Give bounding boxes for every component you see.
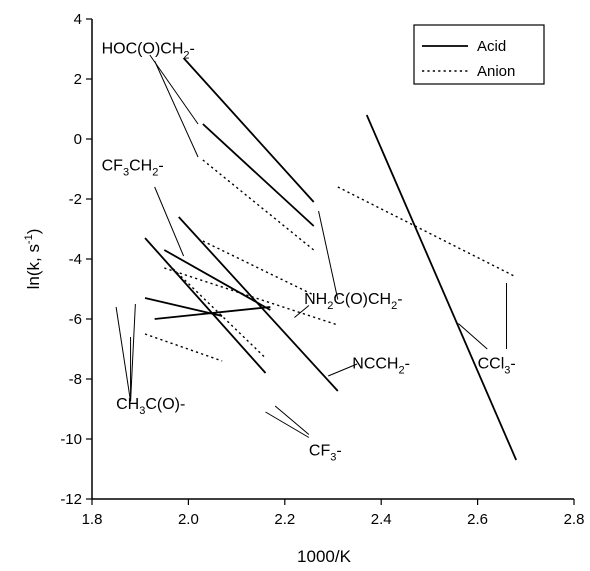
- annotation-text-part: -: [405, 356, 410, 373]
- hoc-label: HOC(O)CH2-: [102, 41, 195, 62]
- y-axis-title-end: ): [24, 229, 43, 235]
- annotation-text-part: -: [510, 356, 515, 373]
- y-tick-label: -10: [60, 431, 82, 448]
- anion-series-line: [145, 334, 222, 361]
- x-tick-label: 2.2: [274, 511, 295, 528]
- annotation-text-part: CF: [309, 443, 331, 460]
- acid-series-line: [184, 58, 314, 202]
- anion-series-line: [203, 160, 314, 250]
- leader-lines-group: [116, 55, 506, 438]
- acid-series-line: [145, 238, 265, 373]
- x-axis-title: 1000/K: [297, 547, 352, 566]
- y-tick-label: 2: [74, 71, 82, 88]
- annotations-group: HOC(O)CH2-CF3CH2-NH2C(O)CH2-NCCH2-CCl3-C…: [102, 41, 516, 464]
- annotation-leader-line: [116, 307, 130, 402]
- anion-series-line: [338, 187, 516, 277]
- acid-series-line: [367, 115, 516, 460]
- legend-label-anion: Anion: [477, 63, 515, 80]
- acid-series-line: [145, 298, 222, 316]
- y-tick-label: 0: [74, 131, 82, 148]
- x-tick-label: 2.0: [178, 511, 199, 528]
- legend-label-acid: Acid: [477, 38, 506, 55]
- annotation-leader-line: [131, 304, 136, 402]
- anion-series-line: [203, 241, 314, 295]
- x-tick-label: 1.8: [82, 511, 103, 528]
- annotation-leader-line: [155, 187, 184, 256]
- y-axis-title-sup: -1: [23, 234, 35, 244]
- x-tick-label: 2.6: [467, 511, 488, 528]
- y-tick-label: 4: [74, 11, 82, 28]
- cf3-label: CF3-: [309, 443, 342, 464]
- annotation-text-part: CCl: [478, 356, 505, 373]
- x-tick-label: 2.4: [371, 511, 392, 528]
- acid-series-line: [203, 124, 314, 226]
- annotation-text-part: HOC(O)CH: [102, 41, 184, 58]
- ncch2-label: NCCH2-: [352, 356, 410, 377]
- y-axis-title-main: ln(k, s: [24, 244, 43, 289]
- annotation-text-part: C(O)-: [145, 396, 185, 413]
- ch3co-label: CH3C(O)-: [116, 396, 185, 417]
- annotation-text-part: -: [190, 41, 195, 58]
- y-tick-label: -2: [69, 191, 82, 208]
- cf3ch2-label: CF3CH2-: [102, 158, 164, 179]
- anion-series-line: [169, 265, 265, 358]
- annotation-text-part: -: [336, 443, 341, 460]
- annotation-text-part: NCCH: [352, 356, 398, 373]
- series-group: [145, 58, 516, 460]
- legend: Acid Anion: [414, 25, 544, 84]
- y-tick-label: -6: [69, 311, 82, 328]
- annotation-text-part: CH: [129, 158, 152, 175]
- annotation-text-part: CH: [116, 396, 139, 413]
- y-tick-label: -4: [69, 251, 82, 268]
- annotation-text-part: C(O)CH: [333, 291, 391, 308]
- y-axis-title: ln(k, s-1): [23, 229, 43, 290]
- annotation-leader-line: [155, 61, 198, 157]
- y-tick-label: -12: [60, 491, 82, 508]
- annotation-text-part: CF: [102, 158, 124, 175]
- nh2-label: NH2C(O)CH2-: [304, 291, 402, 312]
- y-tick-label: -8: [69, 371, 82, 388]
- annotation-leader-line: [319, 211, 338, 300]
- annotation-text-part: NH: [304, 291, 327, 308]
- ccl3-label: CCl3-: [478, 356, 516, 377]
- x-tick-label: 2.8: [564, 511, 585, 528]
- annotation-text-part: -: [397, 291, 402, 308]
- annotation-text-part: -: [158, 158, 163, 175]
